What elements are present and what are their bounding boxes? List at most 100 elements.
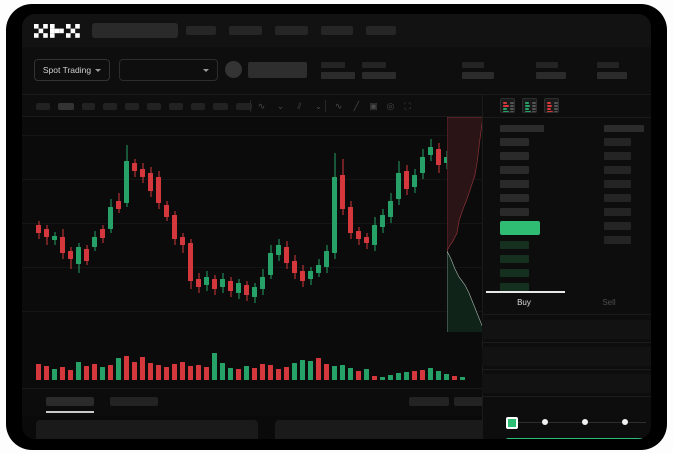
orderbook-right-row[interactable] [604,236,631,244]
volume-bar [316,358,321,380]
candlestick [332,117,337,332]
candlestick-chart[interactable] [22,117,482,332]
candlestick [244,117,249,332]
pair-selector-dropdown[interactable] [119,59,218,81]
okx-logo-icon[interactable] [34,24,80,38]
orderbook-bids-icon[interactable] [522,98,537,113]
order-field-divider [482,369,651,370]
interval-chip-4[interactable] [103,103,117,110]
bottom-panel-2[interactable] [275,420,497,439]
candlestick [252,117,257,332]
interval-chip-5[interactable] [125,103,139,110]
line-chart-icon[interactable]: ∿ [257,101,266,111]
orderbook-right-row[interactable] [604,194,631,202]
nav-item-2[interactable] [229,26,262,35]
candle-chart-icon[interactable]: ⌄ [276,101,285,111]
interval-chip-7[interactable] [169,103,183,110]
fullscreen-icon[interactable]: ⛶ [404,101,411,111]
coin-avatar [225,61,242,78]
order-field-2[interactable] [482,347,651,366]
settings-icon[interactable]: ◎ [386,101,395,111]
orderbook-bid-row[interactable] [500,269,529,277]
volume-bar [52,369,57,380]
chart-toolbar: ∿ ⌄ ⫽ ⌄ ∿ ╱ ▣ ◎ ⛶ [22,95,482,117]
orderbook-right-row[interactable] [604,152,631,160]
wave-chart-icon[interactable]: ∿ [334,101,343,111]
bottom-action-1[interactable] [409,397,449,406]
candlestick [380,117,385,332]
tab-sell[interactable]: Sell [602,298,616,307]
orderbook-bid-row[interactable] [500,283,529,291]
amount-slider-track[interactable] [511,422,646,423]
chevron-down-icon[interactable]: ⌄ [314,101,323,111]
stat-block-5 [597,62,627,79]
interval-chip-2[interactable] [58,103,74,110]
volume-bar [132,362,137,380]
candlestick [364,117,369,332]
volume-bar [340,365,345,380]
spot-trading-dropdown[interactable]: Spot Trading [34,59,110,81]
volume-bar [268,365,273,380]
chart-bottom-tabs [22,388,494,416]
orderbook-right-row[interactable] [604,180,631,188]
bottom-panel-1[interactable] [36,420,258,439]
orderbook-ask-row[interactable] [500,194,529,202]
orderbook-right-row[interactable] [604,166,631,174]
bottom-tab-1[interactable] [46,397,94,406]
search-input[interactable] [92,23,178,38]
candlestick [356,117,361,332]
orderbook-asks-icon[interactable] [544,98,559,113]
stat-block-1 [321,62,355,79]
volume-bar [460,377,465,380]
orderbook-ask-row[interactable] [500,152,529,160]
volume-bar [356,371,361,380]
volume-bar [60,367,65,380]
amount-slider-handle[interactable] [506,417,518,429]
interval-chip-3[interactable] [82,103,95,110]
tab-buy[interactable]: Buy [517,298,531,307]
slider-marker-3[interactable] [622,419,628,425]
slider-marker-2[interactable] [582,419,588,425]
chevron-down-icon [203,68,209,72]
bottom-tab-active-underline [46,411,94,413]
candlestick [172,117,177,332]
orderbook-ask-row[interactable] [500,208,529,216]
interval-chip-9[interactable] [213,103,228,110]
volume-bar [364,369,369,380]
orderbook-right-row[interactable] [604,208,631,216]
orderbook-bid-row[interactable] [500,255,529,263]
interval-chip-10[interactable] [236,103,252,110]
order-field-1[interactable] [482,320,651,339]
chart-gridline [22,267,482,268]
volume-bar [324,364,329,380]
submit-order-button[interactable] [506,438,651,439]
interval-chip-8[interactable] [191,103,205,110]
spot-trading-label: Spot Trading [42,65,92,75]
orderbook-bid-row[interactable] [500,241,529,249]
nav-item-1[interactable] [186,26,216,35]
candlestick [340,117,345,332]
nav-item-3[interactable] [275,26,308,35]
nav-item-4[interactable] [321,26,353,35]
orderbook-ask-row[interactable] [500,138,529,146]
orderbook-ask-row[interactable] [500,166,529,174]
bottom-tab-2[interactable] [110,397,158,406]
volume-bar [380,377,385,380]
volume-bar [84,366,89,380]
orderbook-ask-row[interactable] [500,180,529,188]
order-field-3[interactable] [482,374,651,393]
measure-icon[interactable]: ╱ [353,101,360,111]
bottom-action-2[interactable] [454,397,494,406]
candlestick [444,117,449,332]
interval-chip-1[interactable] [36,103,50,110]
candlestick [284,117,289,332]
orderbook-right-row[interactable] [604,222,631,230]
camera-icon[interactable]: ▣ [369,101,378,111]
interval-chip-6[interactable] [147,103,161,110]
orderbook-both-icon[interactable] [500,98,515,113]
nav-item-5[interactable] [366,26,396,35]
slider-marker-1[interactable] [542,419,548,425]
indicator-icon[interactable]: ⫽ [297,101,302,111]
orderbook-right-row[interactable] [604,138,631,146]
order-field-divider [482,342,651,343]
